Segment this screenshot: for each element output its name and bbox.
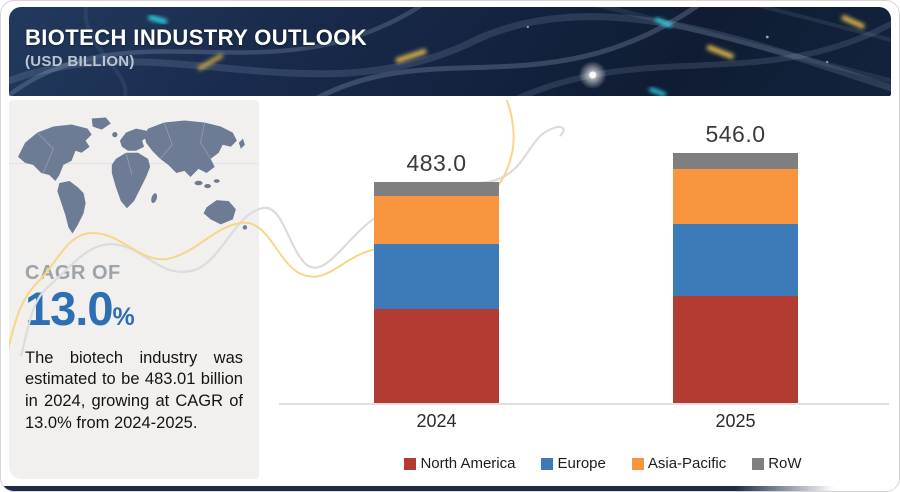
legend-label-row: RoW xyxy=(768,455,802,472)
bar-segment-north-america-2024 xyxy=(374,309,499,403)
content-body: CAGR OF 13.0% The biotech industry was e… xyxy=(9,100,891,479)
x-axis-line xyxy=(279,403,889,405)
cagr-value-row: 13.0% xyxy=(25,285,255,332)
bar-column-2025: 546.0 xyxy=(673,121,798,403)
cagr-block: CAGR OF 13.0% xyxy=(13,250,255,332)
world-map-graphic xyxy=(18,117,248,234)
legend-item-row: RoW xyxy=(752,455,802,472)
bar-total-label-2024: 483.0 xyxy=(406,149,467,176)
market-summary-text: The biotech industry was estimated to be… xyxy=(25,348,243,432)
bar-segment-europe-2024 xyxy=(374,244,499,310)
bar-segment-row-2025 xyxy=(673,153,798,170)
legend-label-asia-pacific: Asia-Pacific xyxy=(647,455,727,472)
x-axis-label-2024: 2024 xyxy=(416,411,457,431)
page-title: BIOTECH INDUSTRY OUTLOOK xyxy=(25,25,368,50)
page-subtitle: (USD BILLION) xyxy=(25,53,135,70)
fiber-network-icon xyxy=(9,7,891,96)
bar-total-label-2025: 546.0 xyxy=(705,121,766,148)
cagr-value: 13.0 xyxy=(25,282,113,335)
bottom-accent-strip xyxy=(3,486,835,491)
bar-segment-north-america-2025 xyxy=(673,295,798,403)
bar-stack-2024 xyxy=(374,181,499,403)
bar-segment-row-2024 xyxy=(374,181,499,197)
chart-legend: North America Europe Asia-Pacific RoW xyxy=(259,455,891,472)
legend-item-europe: Europe xyxy=(541,455,606,472)
bar-segment-europe-2025 xyxy=(673,224,798,296)
legend-item-north-america: North America xyxy=(404,455,515,472)
legend-swatch-north-america xyxy=(404,457,417,470)
legend-swatch-asia-pacific xyxy=(631,457,644,470)
stacked-bar-chart: 483.0 546.0 North America Europe Asia-Pacif… xyxy=(259,100,891,479)
bar-column-2024: 483.0 xyxy=(374,150,499,403)
x-axis-label-2025: 2025 xyxy=(715,411,756,431)
bar-stack-2025 xyxy=(673,153,798,403)
summary-sidebar: CAGR OF 13.0% The biotech industry was e… xyxy=(9,100,259,479)
legend-swatch-europe xyxy=(541,457,554,470)
world-map-icon xyxy=(13,110,255,250)
bar-segment-asia-pacific-2025 xyxy=(673,169,798,225)
legend-item-asia-pacific: Asia-Pacific xyxy=(631,455,727,472)
legend-label-europe: Europe xyxy=(557,455,606,472)
header-banner: BIOTECH INDUSTRY OUTLOOK (USD BILLION) xyxy=(9,7,891,96)
bar-segment-asia-pacific-2024 xyxy=(374,196,499,245)
legend-swatch-row xyxy=(752,457,765,470)
cagr-percent-sign: % xyxy=(112,303,135,331)
legend-label-north-america: North America xyxy=(420,455,516,472)
